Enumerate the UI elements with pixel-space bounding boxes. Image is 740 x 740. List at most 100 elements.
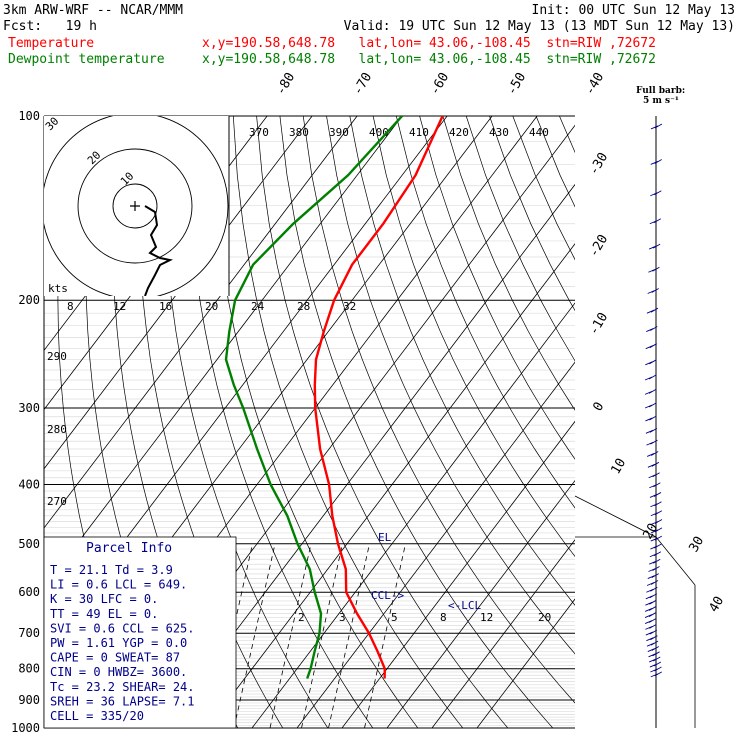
parcel-info-row: Tc = 23.2 SHEAR= 24. [50,680,195,694]
wind-barb-icon [646,307,659,314]
dry-adiabat-line [232,116,464,728]
pressure-tick-label: 900 [18,693,40,707]
mixing-ratio-label: 8 [440,611,447,624]
hodograph-speed-label: 32 [343,300,356,313]
lcl-marker: <-LCL [448,599,481,612]
pressure-tick-label: 700 [18,626,40,640]
isotherm-label: -80 [273,70,298,98]
barb-frame [574,495,657,538]
dry-adiabat-line [465,116,575,362]
wind-barb-icon [647,646,660,652]
hodograph-speed-label: 20 [205,300,218,313]
wind-barb-icon [644,402,657,409]
theta-side-label: 270 [47,495,67,508]
wind-barb-icon [644,618,657,624]
pressure-tick-label: 100 [18,109,40,123]
parcel-info-row: SREH = 36 LAPSE= 7.1 [50,694,195,708]
wind-barb-icon [648,266,660,273]
isotherm-line [431,539,575,728]
pressure-tick-label: 1000 [11,721,40,735]
temperature-location: x,y=190.58,648.78 lat,lon= 43.06,-108.45… [202,36,656,51]
dry-adiabat-line [489,116,575,312]
mixing-ratio-label: 3 [339,611,346,624]
parcel-info-box [43,536,237,729]
theta-label: 380 [289,126,309,139]
init-time: Init: 00 UTC Sun 12 May 13 [532,3,736,18]
isotherm-label: -70 [350,70,375,98]
mixing-ratio-line [269,543,312,728]
parcel-info-row: LI = 0.6 LCL = 649. [50,578,187,592]
wind-barb-icon [646,439,658,446]
mixing-ratio-line [233,543,276,728]
wind-barb-icon [649,656,661,663]
hodograph-center-icon [130,201,140,211]
pressure-tick-label: 600 [18,585,40,599]
pressure-tick-label: 400 [18,477,40,491]
isotherm-label: -50 [504,70,529,98]
dry-adiabat-line [442,116,575,411]
dewpoint-curve [224,116,403,679]
wind-barb-icon [646,326,658,332]
hodograph-unit: kts [48,282,68,295]
ccl-marker: CCL-> [371,589,404,602]
wind-barb-icon [650,510,663,517]
hodograph-speed-label: 12 [113,300,126,313]
theta-side-label: 280 [47,423,67,436]
parcel-info-rows: T = 21.1 Td = 3.9LI = 0.6 LCL = 649.K = … [50,563,195,723]
isotherm-line [44,116,313,470]
isotherm-label: -30 [586,150,611,178]
wind-barb-icon [648,472,660,479]
isotherm-line [206,243,575,728]
wind-barb-icon [650,535,662,542]
wind-barb-icon [650,666,662,673]
wind-barb-icon [650,543,662,550]
isotherm-line [44,116,358,529]
isotherm-label: -40 [582,70,607,98]
theta-label: 370 [249,126,269,139]
hodograph-ring-20 [77,148,193,264]
dry-adiabat-line [419,116,575,460]
dry-adiabat-line [209,116,419,728]
wind-barb-icon [646,640,659,647]
wind-barb-icon [645,623,657,630]
wind-barb-icon [649,492,662,498]
wind-barbs [574,116,696,728]
parcel-info-row: T = 21.1 Td = 3.9 [50,563,173,577]
isotherm-label: 30 [686,534,707,555]
hodograph-ring-30 [44,116,229,296]
wind-barb-icon [645,359,657,366]
forecast-hour: Fcst: 19 h [3,19,97,34]
dry-adiabat-line [162,116,329,728]
wind-barb-icon [645,415,657,422]
hodograph-trace [144,205,174,296]
dry-adiabat-line [583,116,740,728]
isotherm-label: -10 [586,310,611,338]
wind-barb-icon [649,482,661,489]
temperature-curve [313,116,444,679]
mixing-ratio-label: 5 [391,611,398,624]
dewpoint-location: x,y=190.58,648.78 lat,lon= 43.06,-108.45… [202,52,656,67]
parcel-info-row: CELL = 335/20 [50,709,144,723]
wind-barb-icon [650,527,663,534]
isotherm-label: -60 [427,70,452,98]
hodograph-ring-10 [112,183,158,229]
hodograph-speed-label: 16 [159,300,172,313]
barb-frame [655,536,696,586]
wind-barb-icon [650,159,662,165]
mixing-ratio-line [328,543,370,728]
theta-label: 390 [329,126,349,139]
parcel-info-row: CIN = 0 HWBZ= 3600. [50,665,187,679]
barb-legend-title: Full barb: [636,86,685,96]
isotherm-line [161,183,575,728]
wind-barb-icon [650,671,663,678]
wind-barb-icon [645,629,658,636]
wind-barb-icon [644,388,657,395]
parcel-info-row: K = 30 LFC = 0. [50,592,158,606]
wind-barb-icon [650,519,663,525]
hodograph-speed-label: 8 [67,300,74,313]
theta-label: 430 [489,126,509,139]
theta-label: 440 [529,126,549,139]
wind-barb-icon [645,427,658,434]
wind-barb-icon [650,501,662,508]
